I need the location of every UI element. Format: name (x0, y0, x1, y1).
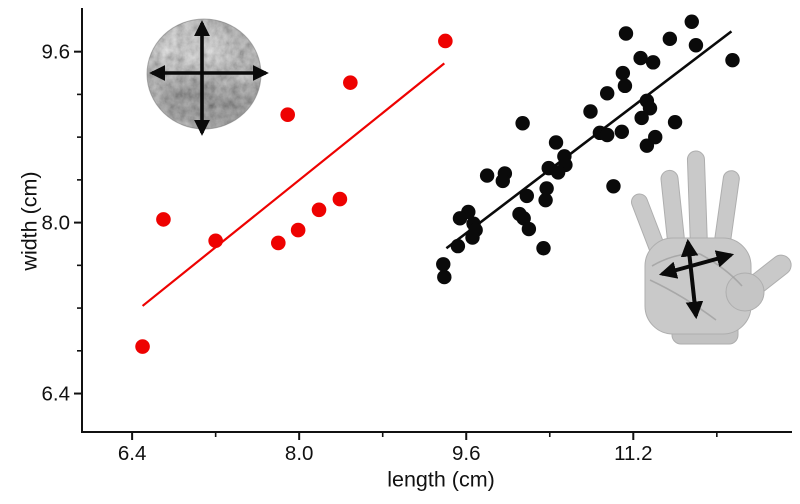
data-point-hands (516, 211, 531, 226)
data-point-hands (583, 104, 598, 119)
data-point-hands (642, 101, 658, 116)
data-point-rocks (208, 233, 223, 249)
data-point-hands (479, 168, 495, 183)
data-point-hands (639, 138, 655, 153)
trend-line-hands (445, 30, 733, 250)
data-point-hands (633, 50, 648, 66)
hand-photo (630, 150, 792, 345)
y-axis-title: width (cm) (17, 171, 42, 271)
data-point-hands (437, 269, 452, 285)
rock-photo (146, 18, 262, 130)
data-point-hands (521, 221, 537, 237)
data-point-hands (519, 188, 534, 204)
data-point-rocks (290, 222, 306, 238)
y-tick-label: 8.0 (42, 212, 71, 235)
data-point-rocks (280, 107, 295, 122)
trend-line-rocks (141, 62, 445, 307)
data-point-rocks (135, 339, 150, 354)
data-point-hands (548, 135, 564, 150)
data-point-hands (550, 165, 566, 180)
axes: 6.4 8.0 9.6 11.2 6.4 8.0 9.6 (42, 8, 792, 465)
data-point-hands (725, 53, 740, 68)
x-tick-label: 6.4 (118, 442, 147, 465)
data-point-hands (614, 124, 630, 139)
rock-measure-arrows-icon (149, 20, 269, 136)
data-series (135, 14, 740, 354)
data-point-hands (688, 38, 704, 53)
x-tick-label: 8.0 (285, 442, 314, 465)
hand-measure-arrows-icon (658, 238, 735, 320)
data-point-hands (450, 238, 466, 254)
data-point-hands (615, 65, 631, 81)
data-point-hands (634, 110, 649, 126)
data-point-hands (539, 181, 554, 196)
data-point-hands (436, 257, 451, 272)
x-tick-label: 11.2 (614, 442, 652, 465)
data-point-hands (618, 26, 634, 41)
data-point-rocks (438, 33, 453, 49)
data-point-rocks (156, 212, 171, 227)
data-point-rocks (311, 202, 327, 218)
y-tick-label: 6.4 (42, 383, 71, 406)
data-point-hands (536, 241, 551, 256)
data-point-hands (465, 230, 480, 245)
data-point-hands (599, 86, 615, 101)
data-point-hands (606, 179, 621, 194)
data-point-rocks (270, 235, 286, 251)
data-point-hands (617, 78, 633, 94)
data-point-hands (495, 173, 510, 189)
data-point-rocks (343, 75, 358, 90)
data-point-hands (684, 14, 699, 29)
data-point-hands (452, 211, 468, 226)
data-point-hands (667, 114, 683, 130)
x-tick-label: 9.6 (452, 442, 481, 465)
data-point-rocks (332, 191, 348, 207)
y-tick-label: 9.6 (42, 41, 71, 64)
data-point-hands (515, 116, 530, 131)
x-axis-title: length (cm) (387, 467, 495, 492)
data-point-hands (662, 31, 678, 47)
data-point-hands (599, 127, 615, 143)
data-point-hands (645, 55, 661, 70)
data-point-hands (538, 192, 553, 208)
